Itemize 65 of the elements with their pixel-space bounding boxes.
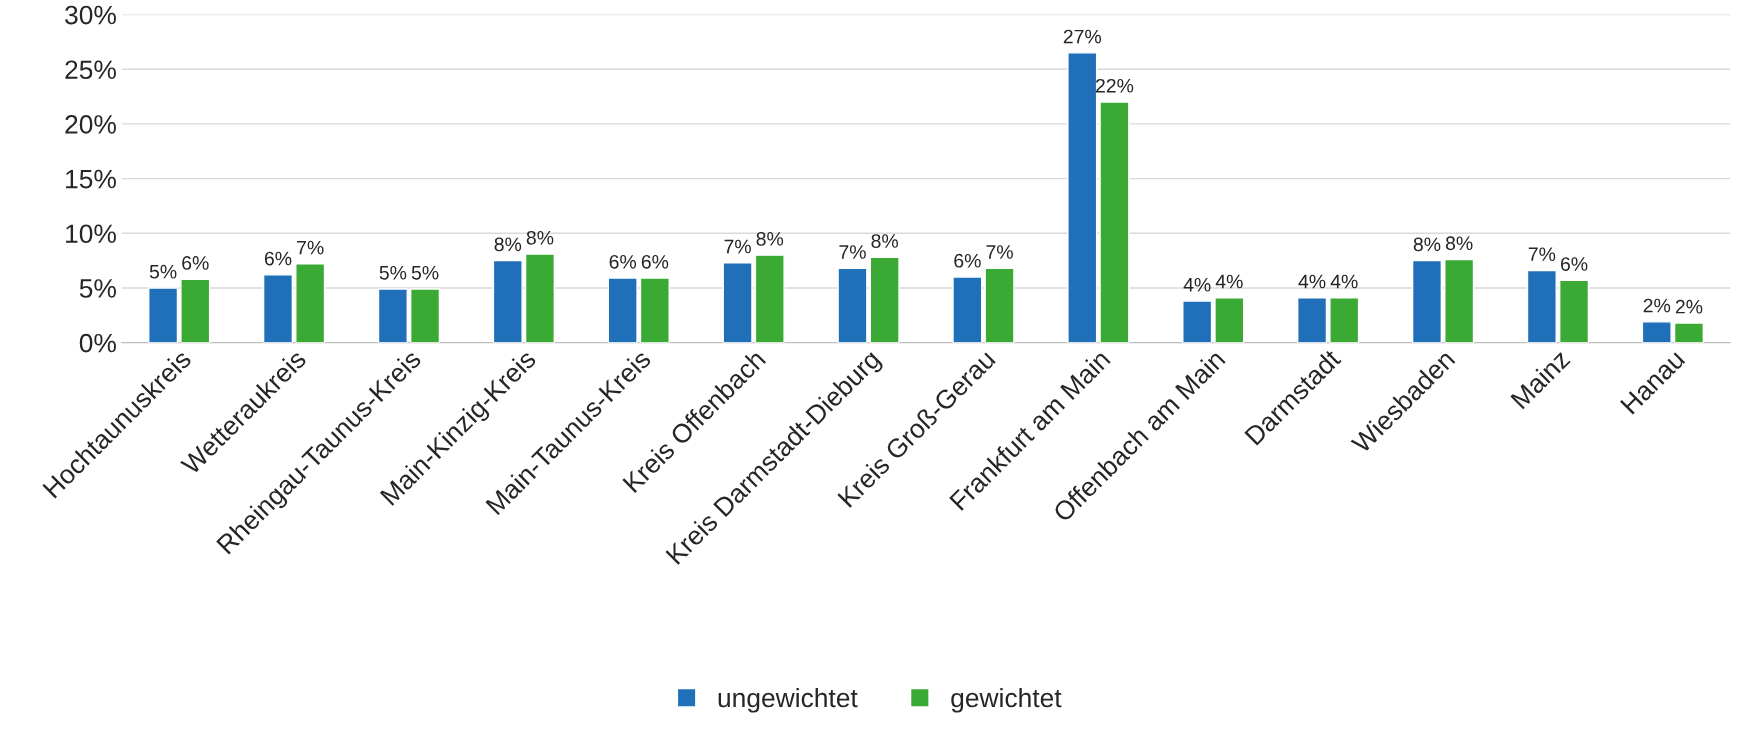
bar — [1099, 101, 1130, 343]
bar — [722, 262, 753, 343]
data-label: 6% — [264, 251, 292, 266]
data-label: 8% — [1413, 237, 1441, 252]
data-label: 4% — [1183, 277, 1211, 292]
data-label: 7% — [986, 245, 1013, 259]
data-label: 8% — [871, 234, 899, 248]
data-label: 7% — [839, 245, 866, 259]
data-label: 22% — [1095, 78, 1134, 93]
bar — [754, 254, 785, 343]
bar — [377, 288, 408, 343]
y-tick-label: 5% — [79, 279, 116, 298]
bar — [869, 256, 900, 343]
bar — [984, 267, 1015, 343]
data-label: 5% — [149, 264, 177, 279]
data-label: 4% — [1215, 274, 1243, 289]
bar — [1182, 300, 1213, 343]
bar — [1444, 258, 1475, 343]
bar — [1526, 269, 1557, 343]
data-label: 6% — [609, 254, 637, 269]
data-label: 4% — [1330, 274, 1358, 289]
data-label: 8% — [756, 231, 784, 246]
legend-label: ungewichtet — [718, 687, 858, 713]
bar — [492, 259, 523, 343]
y-tick-label: 15% — [66, 169, 116, 189]
bar — [607, 277, 638, 343]
legend-label: gewichtet — [951, 687, 1062, 713]
data-label: 6% — [954, 253, 981, 268]
bar — [837, 267, 868, 343]
data-label: 7% — [724, 239, 751, 254]
data-label: 2% — [1675, 299, 1703, 314]
data-label: 7% — [1528, 247, 1556, 261]
bar — [1558, 279, 1590, 343]
y-tick-label: 20% — [65, 115, 116, 134]
bar — [952, 276, 983, 343]
y-tick-label: 30% — [65, 5, 116, 25]
bar — [148, 287, 179, 343]
bar — [262, 274, 294, 343]
bar — [180, 278, 211, 343]
data-label: 8% — [1445, 236, 1473, 251]
y-tick-label: 0% — [79, 333, 116, 353]
data-label: 2% — [1643, 298, 1671, 313]
data-label: 5% — [379, 265, 407, 280]
data-label: 6% — [1560, 257, 1588, 271]
bar — [1297, 297, 1328, 343]
data-label: 8% — [494, 237, 522, 252]
data-label: 5% — [411, 265, 439, 280]
bar — [1673, 322, 1704, 343]
bar — [295, 263, 326, 343]
y-tick-label: 10% — [66, 224, 116, 244]
data-label: 7% — [297, 240, 324, 255]
data-label: 6% — [641, 254, 669, 269]
bar — [1067, 52, 1098, 343]
data-label: 8% — [526, 230, 554, 245]
bar — [410, 288, 441, 343]
data-label: 6% — [182, 256, 209, 270]
bar — [1214, 297, 1245, 343]
y-tick-label: 25% — [65, 60, 116, 80]
bar — [1641, 321, 1672, 343]
data-label: 4% — [1298, 274, 1326, 289]
data-label: 27% — [1063, 29, 1102, 44]
bar — [524, 253, 556, 343]
bar — [639, 277, 670, 343]
bar — [1329, 297, 1360, 343]
bar — [1411, 259, 1443, 343]
